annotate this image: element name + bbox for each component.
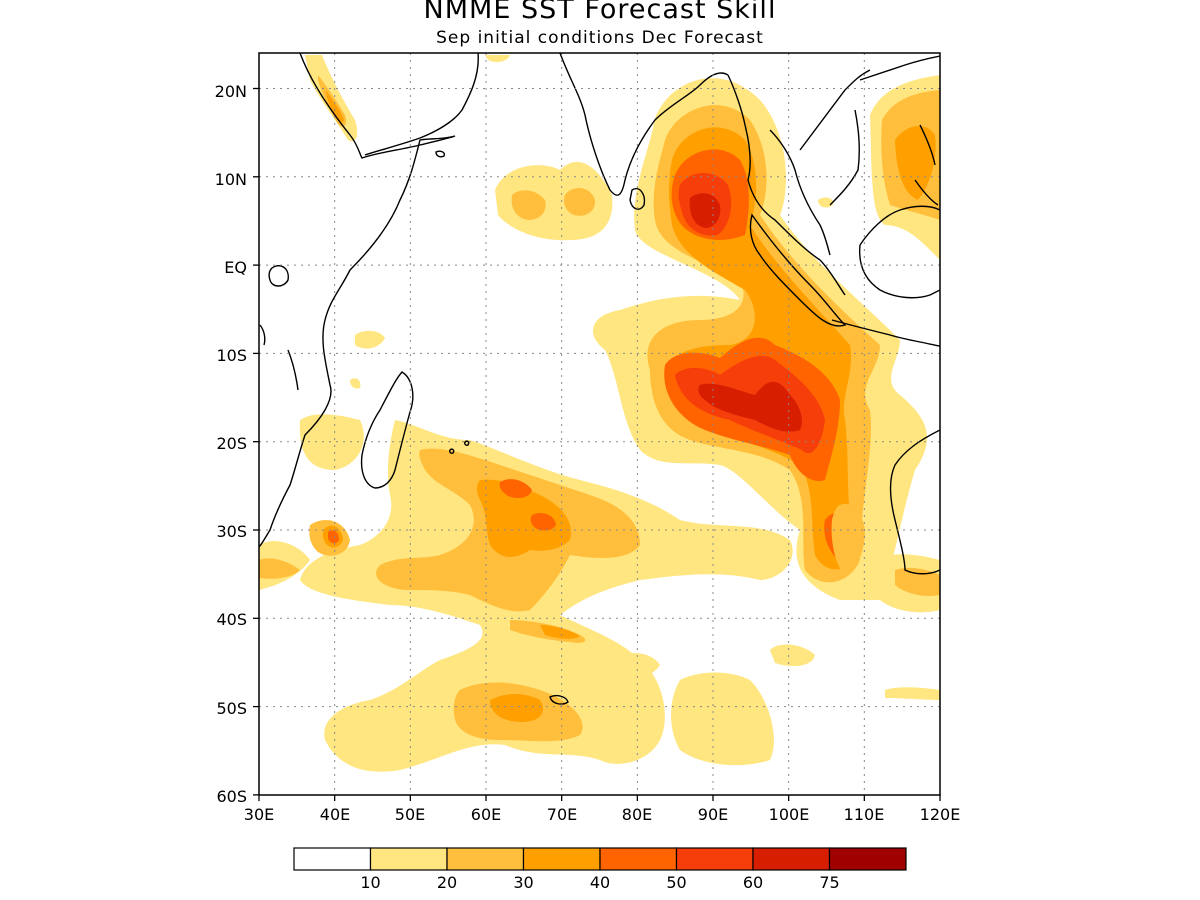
indochina-coast bbox=[799, 69, 871, 206]
colorbar-swatch bbox=[828, 847, 907, 871]
lon-label: 40E bbox=[320, 805, 350, 824]
contour-20-south bbox=[259, 448, 940, 742]
myanmar-coast bbox=[727, 74, 846, 296]
borneo-coast bbox=[858, 205, 940, 299]
mauritius-coast bbox=[449, 448, 455, 454]
srilanka-coast bbox=[629, 188, 646, 210]
colorbar-label: 50 bbox=[666, 873, 686, 892]
lat-label: 60S bbox=[216, 787, 247, 806]
contour-30-scs bbox=[895, 125, 936, 200]
socotra-coast bbox=[435, 150, 446, 158]
colorbar-label: 40 bbox=[590, 873, 610, 892]
lat-label: 20S bbox=[216, 434, 247, 453]
sumatra-coast bbox=[749, 213, 847, 327]
lon-labels: 30E 40E 50E 60E 70E 80E 90E 100E 110E 12… bbox=[244, 805, 961, 824]
contour-50-east bbox=[675, 172, 855, 554]
colorbar: 10 20 30 40 50 60 75 bbox=[293, 847, 907, 892]
skill-contours bbox=[259, 55, 940, 772]
lon-label: 70E bbox=[547, 805, 577, 824]
colorbar-swatch bbox=[599, 847, 678, 871]
lat-label: 10S bbox=[216, 346, 247, 365]
lake-victoria bbox=[268, 264, 289, 287]
java-coast bbox=[831, 319, 940, 347]
kerguelen-coast bbox=[549, 694, 569, 705]
lon-label: 100E bbox=[769, 805, 810, 824]
lon-label: 90E bbox=[698, 805, 728, 824]
contour-10-south bbox=[259, 414, 940, 772]
contour-20-arabian bbox=[511, 188, 596, 220]
thai-coast bbox=[769, 129, 831, 256]
colorbar-label: 60 bbox=[743, 873, 763, 892]
australia-coast bbox=[889, 429, 940, 575]
contour-30-south bbox=[322, 479, 580, 722]
india-coast bbox=[559, 53, 729, 196]
map-frame bbox=[258, 52, 941, 796]
philippines-coast bbox=[914, 124, 939, 206]
colorbar-swatch bbox=[752, 847, 831, 871]
lon-label: 60E bbox=[471, 805, 501, 824]
lon-label: 120E bbox=[920, 805, 961, 824]
arabia-coast bbox=[364, 53, 479, 156]
colorbar-swatch bbox=[522, 847, 601, 871]
graticule bbox=[259, 53, 940, 795]
lon-label: 50E bbox=[395, 805, 425, 824]
lat-label: 30S bbox=[216, 522, 247, 541]
lat-labels: 20N 10N EQ 10S 20S 30S 40S 50S 60S bbox=[215, 82, 247, 806]
lat-label: 20N bbox=[215, 82, 247, 101]
colorbar-swatch bbox=[675, 847, 754, 871]
lake-tanganyika bbox=[259, 324, 266, 346]
contour-60-east bbox=[689, 193, 802, 432]
colorbar-swatch bbox=[446, 847, 525, 871]
colorbar-label: 20 bbox=[437, 873, 457, 892]
lake-malawi bbox=[287, 349, 299, 391]
axis-ticks bbox=[253, 87, 941, 801]
contour-30-redsea bbox=[326, 90, 344, 123]
colorbar-label: 30 bbox=[513, 873, 533, 892]
lon-label: 110E bbox=[844, 805, 885, 824]
lon-label: 30E bbox=[244, 805, 274, 824]
coastlines bbox=[259, 53, 940, 705]
lon-label: 80E bbox=[622, 805, 652, 824]
lat-label: 50S bbox=[216, 699, 247, 718]
lat-label: EQ bbox=[224, 258, 247, 277]
china-coast bbox=[859, 55, 940, 81]
lat-label: 40S bbox=[216, 610, 247, 629]
contour-10-arabian bbox=[495, 161, 613, 241]
map-subtitle: Sep initial conditions Dec Forecast bbox=[436, 28, 764, 48]
africa-coast bbox=[259, 53, 456, 548]
colorbar-swatch bbox=[369, 847, 448, 871]
colorbar-swatch bbox=[293, 847, 372, 871]
reunion-coast bbox=[464, 440, 470, 446]
colorbar-label: 10 bbox=[360, 873, 380, 892]
lat-label: 10N bbox=[215, 170, 247, 189]
colorbar-label: 75 bbox=[819, 873, 839, 892]
map-title: NMME SST Forecast Skill bbox=[423, 0, 777, 25]
